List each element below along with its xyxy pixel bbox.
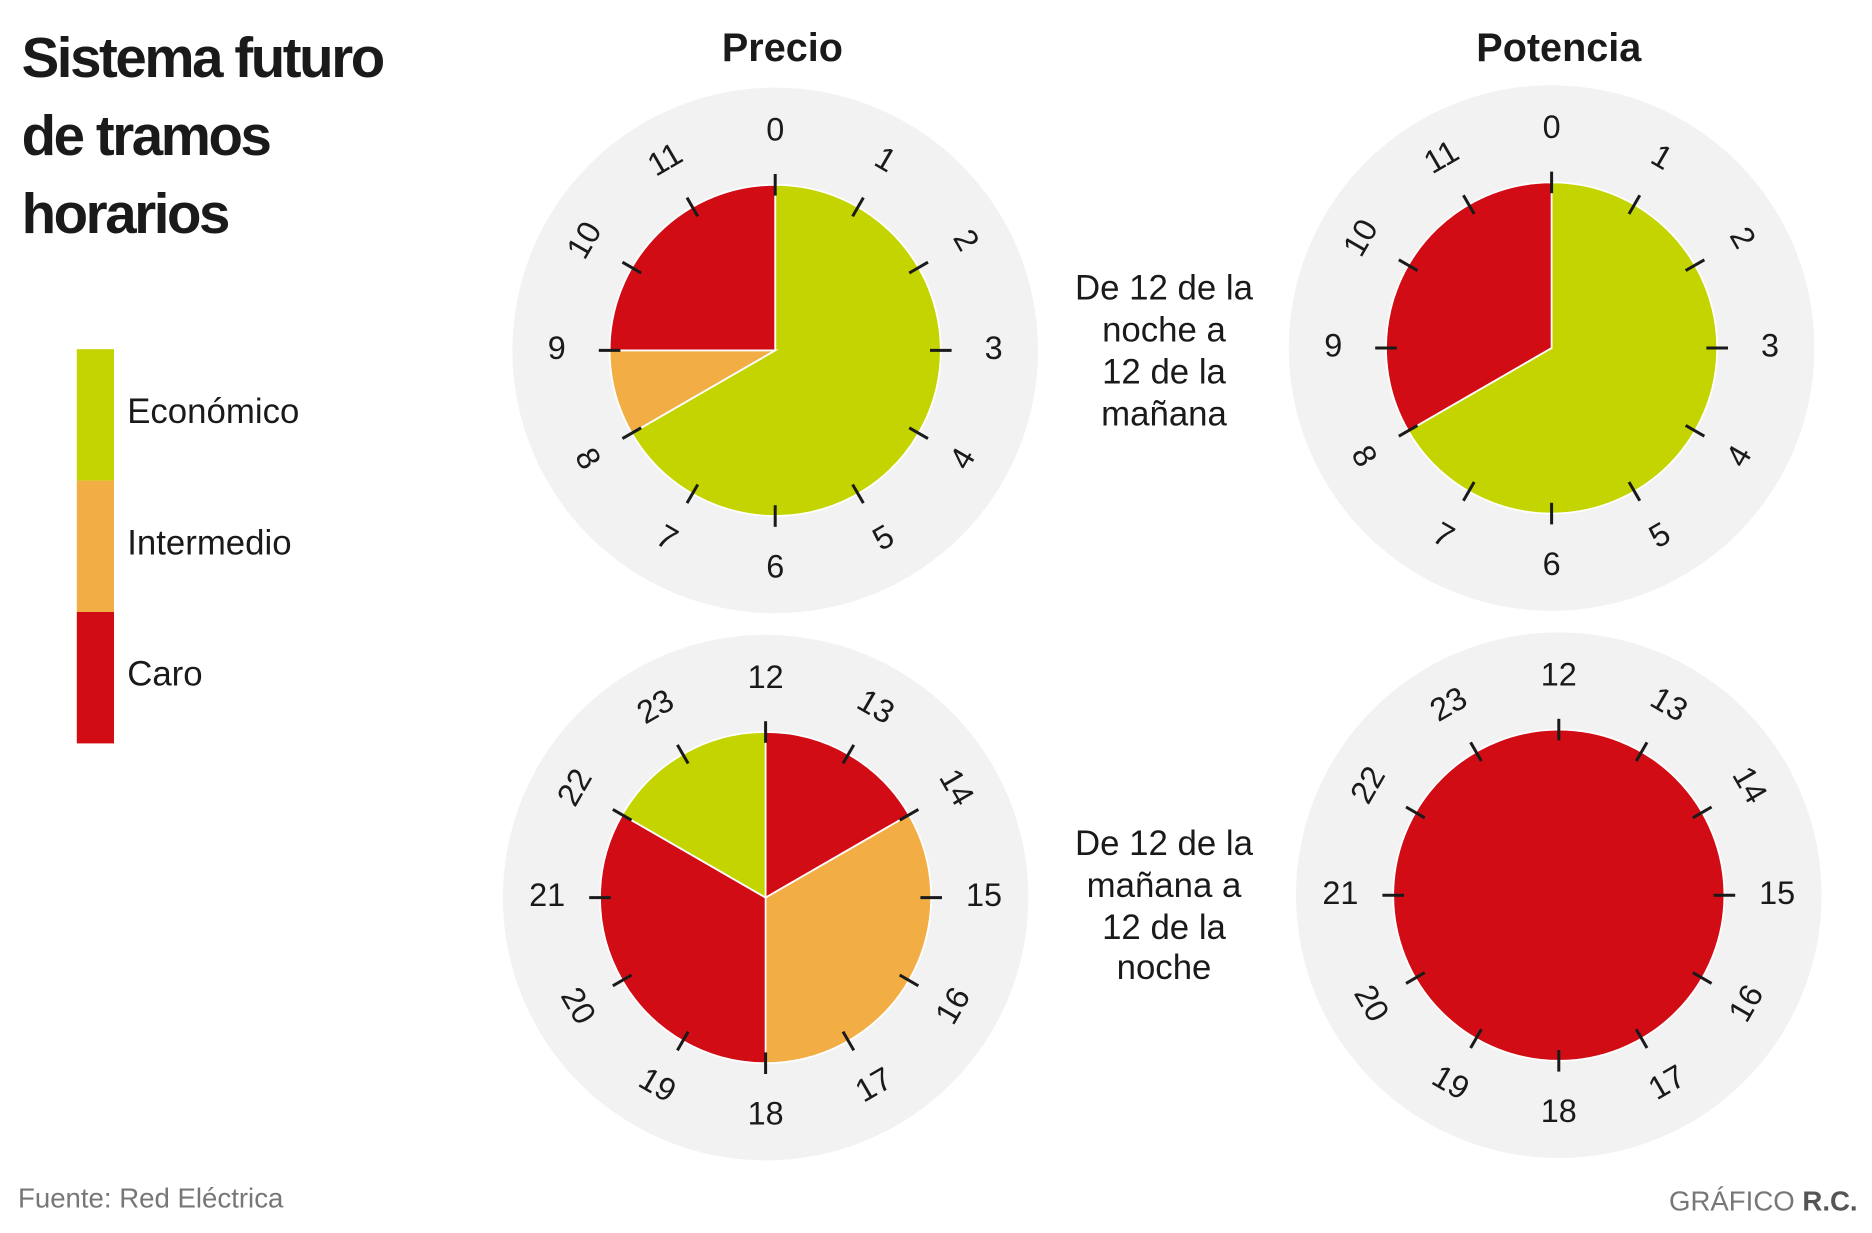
hour-tick xyxy=(676,1030,690,1052)
hour-label: 21 xyxy=(1322,875,1358,911)
row-label: 12 de la xyxy=(1102,353,1226,392)
source: Fuente: Red Eléctrica xyxy=(18,1182,284,1213)
credit-prefix: GRÁFICO xyxy=(1669,1186,1795,1217)
hour-tick xyxy=(1469,741,1483,762)
row-label: De 12 de la xyxy=(1075,824,1254,863)
hour-label: 18 xyxy=(1541,1093,1577,1129)
hour-tick xyxy=(908,260,929,275)
legend-label: Económico xyxy=(127,392,299,431)
hour-label: 0 xyxy=(766,112,784,148)
hour-tick xyxy=(1462,194,1476,215)
hour-tick xyxy=(1684,258,1706,272)
hour-label: 6 xyxy=(766,548,784,584)
hour-tick xyxy=(685,196,700,218)
hour-tick xyxy=(685,483,700,504)
clock-segment xyxy=(1392,728,1726,1062)
hour-tick xyxy=(1627,481,1642,502)
legend-label: Caro xyxy=(127,655,202,694)
hour-label: 3 xyxy=(1761,328,1779,364)
hour-tick xyxy=(1405,805,1426,820)
row-label: 12 de la xyxy=(1102,908,1226,947)
row-label: mañana a xyxy=(1087,866,1242,905)
hour-label: 15 xyxy=(966,877,1002,913)
title-line: horarios xyxy=(22,182,229,245)
hour-tick xyxy=(1398,424,1419,438)
clock-segment xyxy=(608,349,779,435)
hour-label: 12 xyxy=(1541,656,1577,692)
hour-label: 18 xyxy=(748,1096,784,1132)
hour-tick xyxy=(908,426,929,440)
hour-tick xyxy=(1692,971,1713,985)
hour-tick xyxy=(1684,424,1706,438)
hour-tick xyxy=(612,808,633,822)
hour-label: 6 xyxy=(1543,546,1561,582)
hour-label: 12 xyxy=(748,659,784,695)
row-label: noche xyxy=(1117,948,1212,987)
hour-tick xyxy=(841,1030,856,1052)
hour-tick xyxy=(621,426,642,440)
hour-tick xyxy=(1405,971,1426,985)
hour-tick xyxy=(841,744,856,765)
legend-swatch xyxy=(76,612,114,744)
title-line: Sistema futuro xyxy=(22,26,384,89)
column-header: Potencia xyxy=(1476,26,1642,70)
row-label: mañana xyxy=(1101,395,1227,434)
legend-swatch xyxy=(76,349,114,481)
hour-tick xyxy=(851,483,865,504)
hour-tick xyxy=(1627,194,1642,215)
hour-tick xyxy=(1634,1028,1649,1049)
credit: GRÁFICO R.C. xyxy=(1669,1186,1858,1217)
column-header: Precio xyxy=(722,26,843,70)
hour-tick xyxy=(898,808,920,822)
row-label: De 12 de la xyxy=(1075,269,1254,308)
hour-label: 0 xyxy=(1543,109,1561,145)
hour-label: 15 xyxy=(1759,875,1795,911)
hour-tick xyxy=(898,973,920,988)
hour-tick xyxy=(621,260,642,275)
hour-tick xyxy=(1469,1028,1483,1049)
credit-name: R.C. xyxy=(1802,1186,1857,1217)
hour-tick xyxy=(1634,741,1649,762)
hour-tick xyxy=(1398,258,1419,272)
hour-label: 3 xyxy=(985,330,1003,366)
hour-tick xyxy=(676,744,690,765)
clock-segment xyxy=(608,183,777,352)
title-line: de tramos xyxy=(22,104,271,167)
hour-label: 9 xyxy=(1324,328,1342,364)
legend-label: Intermedio xyxy=(127,523,291,562)
hour-tick xyxy=(851,196,865,218)
hour-tick xyxy=(1692,805,1713,820)
hour-label: 21 xyxy=(529,877,565,913)
hour-label: 9 xyxy=(548,330,566,366)
row-label: noche a xyxy=(1102,311,1226,350)
hour-tick xyxy=(612,973,633,988)
hour-tick xyxy=(1462,481,1476,502)
legend-swatch xyxy=(76,480,114,612)
